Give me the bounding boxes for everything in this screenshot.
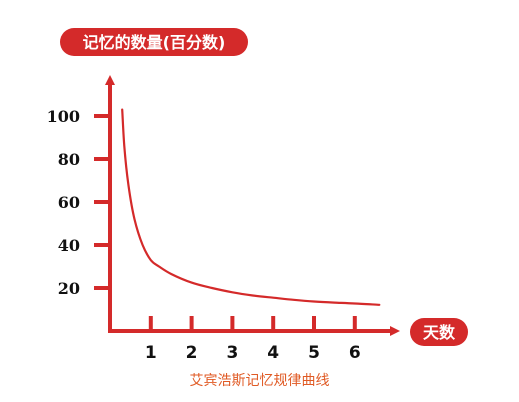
y-tick-label: 80 xyxy=(58,150,80,169)
y-axis-label: 记忆的数量(百分数) xyxy=(60,28,248,56)
x-axis-label-text: 天数 xyxy=(423,323,456,342)
x-ticks: 1 2 3 4 5 6 xyxy=(145,316,361,363)
y-tick-label: 40 xyxy=(58,236,80,255)
x-tick-label: 1 xyxy=(145,343,157,363)
x-tick-label: 2 xyxy=(186,343,198,363)
x-axis-label-pill xyxy=(410,318,468,346)
x-tick-label: 4 xyxy=(267,343,279,363)
y-axis-label-text: 记忆的数量(百分数) xyxy=(83,33,226,52)
y-tick-label: 60 xyxy=(58,193,80,212)
x-axis-label: 天数 xyxy=(410,318,468,346)
x-tick-label: 6 xyxy=(349,343,361,363)
y-tick-label: 20 xyxy=(58,279,80,298)
x-tick-label: 5 xyxy=(308,343,320,363)
chart-caption: 艾宾浩斯记忆规律曲线 xyxy=(189,373,330,389)
y-axis-label-pill xyxy=(60,28,248,56)
x-tick-label: 3 xyxy=(226,343,238,363)
y-ticks: 100 80 60 40 20 xyxy=(47,107,110,298)
forgetting-curve-line xyxy=(121,108,381,306)
y-tick-label: 100 xyxy=(47,107,80,126)
plot-area xyxy=(121,108,381,306)
